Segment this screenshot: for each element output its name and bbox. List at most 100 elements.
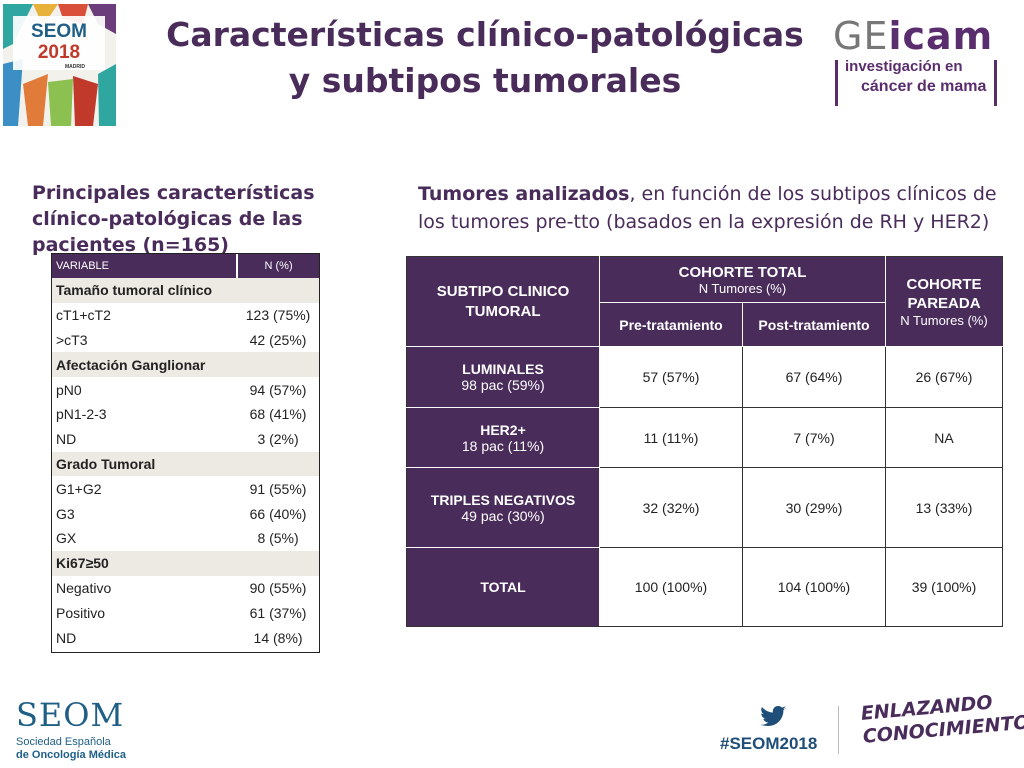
group-row: Grado Tumoral [52, 451, 319, 477]
right-heading-rest: , en función de los subtipos clínicos de… [418, 183, 997, 233]
post-value: 7 (7%) [742, 407, 886, 468]
row-value [237, 550, 319, 576]
group-label: Tamaño tumoral clínico [52, 278, 238, 303]
seom-logo-year: 2018 [38, 42, 80, 63]
geicam-line-2: cáncer de mama [861, 78, 987, 95]
col-variable: VARIABLE [52, 254, 239, 278]
row-label: Positivo [56, 604, 106, 621]
pre-value: 100 (100%) [599, 547, 743, 627]
col-subtipo: SUBTIPO CLINICO TUMORAL [406, 256, 600, 347]
seom-footer-logo: SEOM Sociedad Española de Oncología Médi… [16, 696, 156, 761]
seom-footer-word: SEOM [16, 696, 125, 734]
group-row: Afectación Ganglionar [52, 352, 319, 378]
subtype-cell: LUMINALES 98 pac (59%) [406, 346, 600, 408]
table-row: ND 14 (8%) [52, 625, 319, 650]
table-row: Positivo 61 (37%) [52, 600, 319, 625]
table-row: GX 8 (5%) [52, 526, 319, 551]
pareada-value: 26 (67%) [885, 346, 1003, 408]
table-row: Negativo 90 (55%) [52, 576, 319, 601]
twitter-bird-icon [760, 706, 786, 726]
row-label: pN0 [56, 381, 82, 398]
row-label: G1+G2 [56, 480, 102, 497]
col-cohorte-pareada-label: COHORTE PAREADA [906, 276, 982, 312]
right-heading-bold: Tumores analizados [418, 183, 630, 205]
group-label: Afectación Ganglionar [52, 352, 238, 378]
row-label: pN1-2-3 [56, 406, 107, 423]
total-label: TOTAL [406, 547, 600, 627]
row-label: ND [56, 629, 77, 646]
group-row: Ki67≥50 [52, 550, 319, 576]
pre-value: 57 (57%) [599, 346, 743, 408]
row-label: Negativo [56, 579, 112, 596]
table-row: G3 66 (40%) [52, 501, 319, 526]
row-value [237, 352, 319, 378]
subtype-name: LUMINALES [462, 361, 544, 377]
seom-logo-city: MADRID [65, 64, 85, 70]
row-value [237, 451, 319, 477]
title-line-2: y subtipos tumorales [288, 61, 682, 100]
geicam-bar-right [994, 60, 997, 106]
row-value: 8 (5%) [257, 530, 299, 547]
slogan: ENLAZANDO CONOCIMIENTO [860, 690, 1024, 749]
row-value: 3 (2%) [257, 431, 299, 448]
table-row: pN1-2-3 68 (41%) [52, 402, 319, 427]
table-row-total: TOTAL 100 (100%) 104 (100%) 39 (100%) [406, 547, 1003, 627]
col-cohorte-total: COHORTE TOTAL N Tumores (%) [599, 256, 886, 303]
seom-footer-line-1: Sociedad Española [16, 736, 111, 748]
row-label: >cT3 [56, 331, 88, 348]
subtype-patients: 98 pac (59%) [461, 377, 545, 393]
hashtag: #SEOM2018 [720, 734, 818, 753]
table-row: pN0 94 (57%) [52, 377, 319, 402]
row-label: ND [56, 431, 77, 448]
subtype-patients: 18 pac (11%) [461, 437, 545, 454]
row-label: cT1+cT2 [56, 307, 111, 324]
row-label: GX [56, 530, 77, 547]
left-section-heading: Principales características clínico-pato… [32, 182, 315, 256]
col-cohorte-total-sub: N Tumores (%) [698, 280, 787, 296]
pre-value: 32 (32%) [599, 467, 743, 548]
footer-divider [838, 706, 839, 754]
col-pre-tratamiento: Pre-tratamiento [599, 302, 743, 347]
col-cohorte-pareada: COHORTE PAREADA N Tumores (%) [885, 256, 1003, 347]
geicam-bar-left [835, 60, 838, 106]
post-value: 104 (100%) [742, 547, 886, 627]
col-n: N (%) [237, 254, 319, 278]
seom-logo-word: SEOM [31, 21, 87, 42]
row-value: 94 (57%) [249, 381, 307, 398]
geicam-line-1: investigación en [845, 58, 963, 75]
subtype-name: HER2+ [480, 421, 526, 438]
row-value: 90 (55%) [249, 579, 307, 596]
table-row: HER2+ 18 pac (11%) 11 (11%) 7 (7%) NA [406, 407, 1003, 468]
subtype-cell: HER2+ 18 pac (11%) [406, 407, 600, 468]
row-value: 123 (75%) [245, 307, 311, 324]
post-value: 67 (64%) [742, 346, 886, 408]
col-post-tratamiento: Post-tratamiento [742, 302, 886, 347]
row-value: 91 (55%) [249, 480, 307, 497]
row-value: 66 (40%) [249, 505, 307, 522]
row-label: G3 [56, 505, 75, 522]
table-header-row: VARIABLE N (%) [52, 254, 319, 278]
seom-footer-line-2: de Oncología Médica [16, 749, 127, 761]
tumor-subtypes-table: SUBTIPO CLINICO TUMORAL COHORTE TOTAL N … [406, 256, 1003, 627]
pareada-value: NA [885, 407, 1003, 468]
table-row: cT1+cT2 123 (75%) [52, 303, 319, 328]
table-row: G1+G2 91 (55%) [52, 476, 319, 501]
row-value: 68 (41%) [249, 406, 307, 423]
table-row: ND 3 (2%) [52, 427, 319, 452]
subtype-name: TRIPLES NEGATIVOS [430, 491, 576, 508]
subtype-patients: 49 pac (30%) [461, 507, 545, 524]
title-line-1: Características clínico-patológicas [166, 15, 804, 54]
col-cohorte-pareada-sub: N Tumores (%) [900, 313, 988, 328]
geicam-logo: GEicam investigación en cáncer de mama [833, 14, 1013, 106]
post-value: 30 (29%) [742, 467, 886, 548]
pareada-value: 39 (100%) [885, 547, 1003, 627]
pareada-value: 13 (33%) [885, 467, 1003, 548]
seom-2018-logo: SEOM 2018 MADRID [3, 4, 116, 126]
row-value: 42 (25%) [249, 331, 307, 348]
characteristics-table: VARIABLE N (%) Tamaño tumoral clínico cT1… [52, 254, 319, 650]
table-row: LUMINALES 98 pac (59%) 57 (57%) 67 (64%)… [406, 346, 1003, 408]
geicam-wordmark: GEicam [833, 14, 994, 58]
slide-title: Características clínico-patológicas y su… [160, 12, 810, 104]
pre-value: 11 (11%) [599, 407, 743, 468]
subtype-cell: TRIPLES NEGATIVOS 49 pac (30%) [406, 467, 600, 548]
